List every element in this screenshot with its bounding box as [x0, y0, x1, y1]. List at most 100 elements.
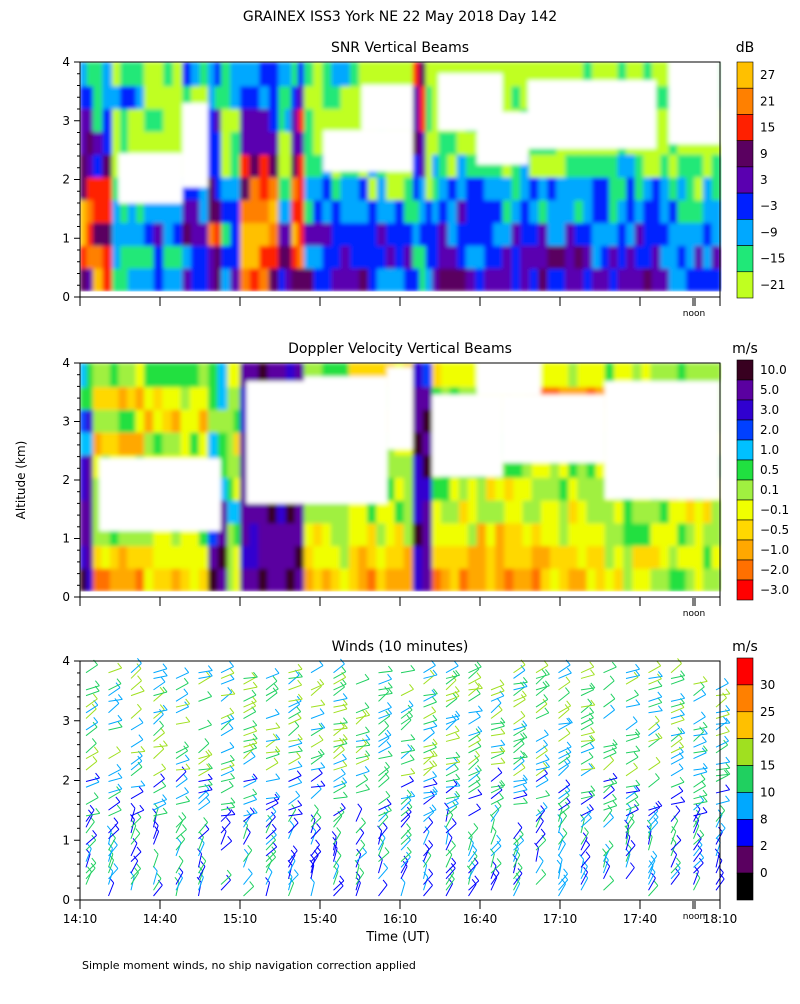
wind-barb-flag [612, 739, 618, 745]
heatmap-cell [504, 476, 515, 501]
wind-barb [535, 766, 550, 771]
wind-barb-flag [377, 825, 382, 832]
missing-data-region [528, 80, 656, 149]
wind-barb-flag [197, 848, 202, 855]
colorbar-swatch [736, 684, 754, 713]
wind-barb [625, 694, 639, 702]
heatmap-cell [136, 198, 146, 224]
wind-barb [558, 883, 566, 897]
wind-barb-flag [92, 693, 98, 700]
wind-barb-flag [725, 688, 731, 695]
heatmap-cell [586, 544, 598, 569]
wind-barb [648, 836, 653, 851]
heatmap-cell [135, 567, 146, 592]
heatmap-cell [109, 385, 120, 410]
wind-barb-flag [499, 679, 505, 686]
heatmap-cell [577, 476, 589, 501]
wind-barb-flag [629, 816, 635, 823]
wind-barb-flag [339, 721, 345, 728]
wind-barb [265, 802, 279, 811]
wind-barb [468, 808, 481, 817]
wind-barb [333, 832, 342, 845]
heatmap-cell [172, 244, 184, 269]
heatmap-cell [259, 198, 271, 224]
wind-barb [243, 799, 257, 805]
heatmap-cell [556, 244, 567, 269]
heatmap-cell [153, 244, 165, 269]
wind-barb [625, 790, 640, 794]
heatmap-cell [312, 499, 324, 524]
wind-barb [198, 794, 210, 805]
wind-barb-flag [653, 880, 659, 886]
heatmap-cell [80, 499, 88, 524]
wind-barb [490, 702, 502, 714]
heatmap-cell [217, 363, 229, 388]
wind-barb-flag [679, 674, 685, 680]
wind-barb-flag [655, 733, 661, 739]
heatmap-cell [180, 385, 192, 410]
heatmap-cell [565, 244, 576, 269]
heatmap-cell [233, 453, 242, 478]
wind-barb [310, 828, 321, 840]
wind-barb-flag [724, 726, 730, 732]
wind-barb [468, 693, 481, 702]
heatmap-cell [595, 363, 607, 388]
wind-barb-flag [432, 771, 437, 777]
wind-barb-flag [363, 774, 369, 780]
heatmap-cell [376, 267, 388, 292]
heatmap-cell [586, 499, 598, 524]
wind-barb [445, 783, 458, 794]
wind-barb [175, 778, 188, 788]
heatmap-cell [162, 431, 173, 456]
wind-barb [468, 687, 483, 691]
heatmap-cell [291, 267, 300, 292]
wind-barb-flag [342, 703, 348, 710]
heatmap-cell [249, 153, 261, 178]
wind-barb [130, 825, 137, 839]
heatmap-cell [240, 130, 252, 155]
wind-barb-flag [610, 693, 616, 700]
wind-barb [558, 705, 571, 714]
wind-barb-flag [451, 857, 457, 864]
wind-barb [603, 789, 615, 800]
heatmap-cell [349, 221, 361, 246]
wind-barb [153, 785, 166, 794]
wind-barb [603, 777, 618, 782]
heatmap-cell [485, 567, 497, 592]
wind-barb-flag [275, 722, 281, 728]
heatmap-cell [304, 130, 315, 155]
wind-barb [378, 842, 384, 857]
wind-barb [198, 778, 213, 782]
wind-barb [625, 736, 640, 742]
heatmap-cell [440, 544, 452, 569]
wind-barb-flag [499, 792, 504, 799]
wind-barb [378, 816, 389, 828]
wind-barb-flag [500, 728, 506, 734]
wind-barb-flag [297, 745, 303, 752]
heatmap-cell [495, 544, 506, 569]
wind-barb [693, 794, 708, 800]
heatmap-cell [240, 84, 252, 110]
heatmap-cell [538, 153, 549, 178]
wind-barb [220, 728, 234, 737]
colorbar-swatch [736, 657, 754, 686]
wind-barb [535, 685, 550, 691]
wind-barb [693, 800, 704, 811]
heatmap-cell [376, 62, 388, 87]
heatmap-cell [153, 198, 165, 224]
wind-barb-flag [206, 763, 212, 770]
heatmap-cell [623, 544, 634, 569]
wind-barb [108, 801, 121, 811]
wind-barb-flag [472, 845, 478, 851]
heatmap-cell [112, 244, 122, 269]
heatmap-cell [626, 267, 637, 292]
wind-barb-flag [519, 755, 525, 762]
wind-barb [310, 882, 315, 897]
heatmap-cell [189, 385, 201, 410]
wind-barb [85, 704, 99, 714]
wind-barb [513, 883, 521, 897]
wind-barb-flag [162, 704, 168, 711]
heatmap-cell [626, 198, 637, 224]
heatmap-cell [565, 62, 576, 87]
heatmap-cell [456, 153, 468, 178]
